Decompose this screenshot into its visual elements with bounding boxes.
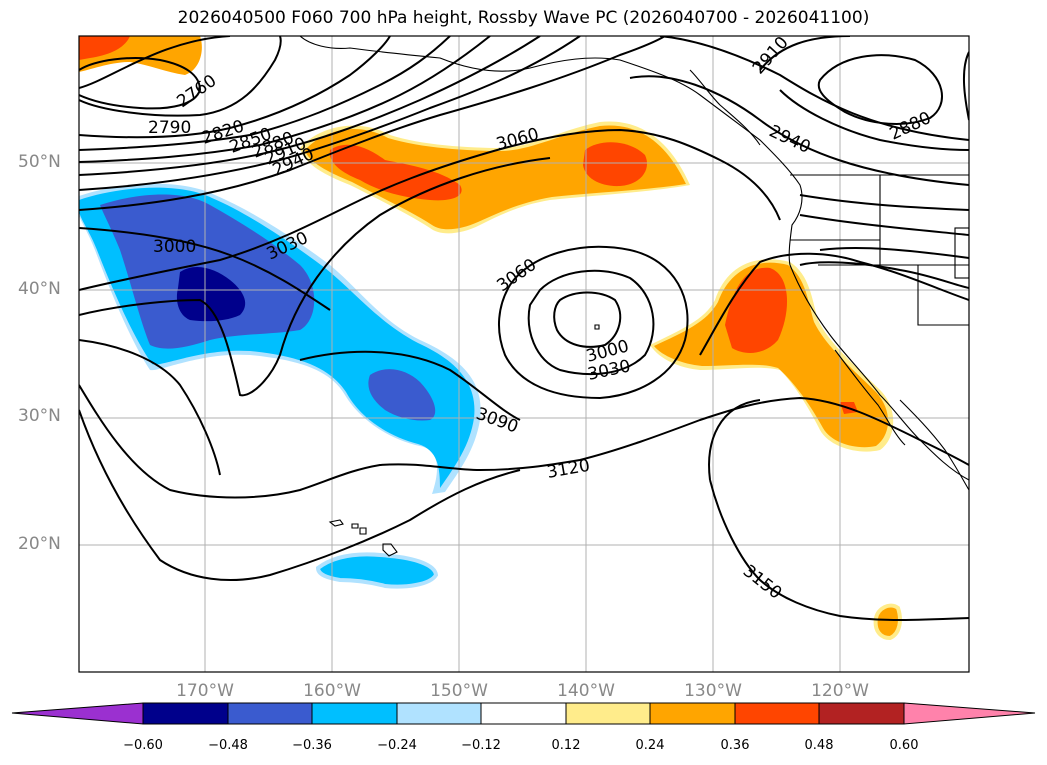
colorbar-tick-label: 0.24: [635, 738, 665, 753]
contour-2790: [79, 36, 391, 139]
contour-low-outer: [498, 246, 689, 400]
colorbar-segment: [649, 702, 736, 725]
colorbar-segment: [480, 702, 567, 725]
contour-3030: [79, 128, 781, 291]
colorbar-segment: [734, 702, 820, 725]
warm-anomaly-ne-pacific-red: [329, 144, 462, 201]
contour-3120-east: [708, 399, 761, 481]
colorbar-tick-label: −0.48: [208, 738, 248, 753]
contour-label: 3000: [153, 237, 196, 257]
colorbar-segment: [142, 702, 229, 725]
contour-low-mid: [527, 269, 655, 376]
canada-box: [954, 227, 969, 279]
graticule: [79, 36, 969, 672]
contour-ne-low-inner: [817, 54, 943, 125]
contour-3060: [79, 157, 551, 397]
negative-anomaly-fills: [79, 183, 481, 589]
lon-label: 130°W: [684, 681, 742, 701]
plot-frame: [78, 35, 970, 673]
colorbar-segment: [227, 702, 313, 725]
lat-label: 30°N: [18, 406, 61, 426]
colorbar-tick-label: 0.36: [720, 738, 750, 753]
contour-3090: [79, 339, 221, 476]
lon-label: 120°W: [811, 681, 869, 701]
colorbar-tick-label: −0.60: [123, 738, 163, 753]
colorbar-tick-label: 0.48: [804, 738, 834, 753]
contour-3150: [79, 409, 521, 581]
colorbar-segment: [565, 702, 651, 725]
contour-3000-east: [819, 247, 969, 259]
warm-anomaly-south-blob: [873, 603, 902, 641]
alaska-coast: [299, 36, 803, 266]
contour-2940-nw: [79, 36, 666, 211]
colorbar-tick-label: −0.36: [292, 738, 332, 753]
contour-2940-east: [629, 75, 969, 186]
gulf-california-coast: [899, 399, 969, 491]
lat-label: 40°N: [18, 279, 61, 299]
colorbar-tick-label: −0.24: [377, 738, 417, 753]
bc-coast: [689, 69, 761, 146]
contour-2910-east: [659, 36, 969, 141]
lon-label: 150°W: [430, 681, 488, 701]
contour-3000: [79, 227, 331, 311]
colorbar-segment: [396, 702, 482, 725]
blue-anomaly-mid-2: [368, 369, 436, 421]
contour-3150-south: [709, 479, 969, 621]
contour-low-inner: [553, 291, 622, 348]
warm-anomaly-california-red: [725, 267, 788, 353]
lon-label: 160°W: [303, 681, 361, 701]
lat-label: 20°N: [18, 534, 61, 554]
contour-3030-east: [799, 261, 969, 289]
colorbar-extend-high: [903, 702, 1036, 725]
height-contours: [79, 36, 969, 621]
contour-3060-east: [699, 252, 969, 356]
colorbar-extend-low: [11, 702, 144, 725]
baja-coast: [834, 349, 906, 446]
lat-label: 50°N: [18, 152, 61, 172]
contour-east-extra-1: [799, 194, 969, 211]
warm-anomaly-california: [654, 262, 889, 448]
warm-anomaly-ne-pacific-red-2: [583, 142, 648, 187]
contour-2910: [79, 36, 581, 191]
contour-3120: [79, 384, 969, 499]
contour-2880: [79, 36, 541, 176]
colorbar-tick-label: 0.12: [551, 738, 581, 753]
low-center-island: [594, 324, 600, 330]
colorbar-segment: [311, 702, 398, 725]
contour-nw-low: [79, 36, 282, 117]
colorbar: [11, 702, 1036, 725]
contour-2850: [79, 36, 491, 163]
contour-nw-low-inner: [79, 57, 202, 110]
lon-label: 170°W: [176, 681, 234, 701]
hawaii-islands: [328, 519, 398, 557]
contour-3090-mid: [299, 350, 521, 421]
colorbar-segment: [818, 702, 905, 725]
warm-anomaly-nw-corner-red: [79, 36, 130, 60]
colorbar-tick-label: −0.12: [461, 738, 501, 753]
colorbar-tick-label: 0.60: [889, 738, 919, 753]
map-title: 2026040500 F060 700 hPa height, Rossby W…: [177, 8, 870, 28]
contour-label: 2790: [148, 118, 191, 138]
contour-2820: [79, 36, 451, 151]
contour-east-extra-2: [799, 214, 969, 236]
lon-label: 140°W: [557, 681, 615, 701]
blue-anomaly-hawaii: [315, 552, 439, 589]
us-west-coast: [789, 264, 969, 481]
blue-anomaly-dark: [176, 266, 246, 322]
